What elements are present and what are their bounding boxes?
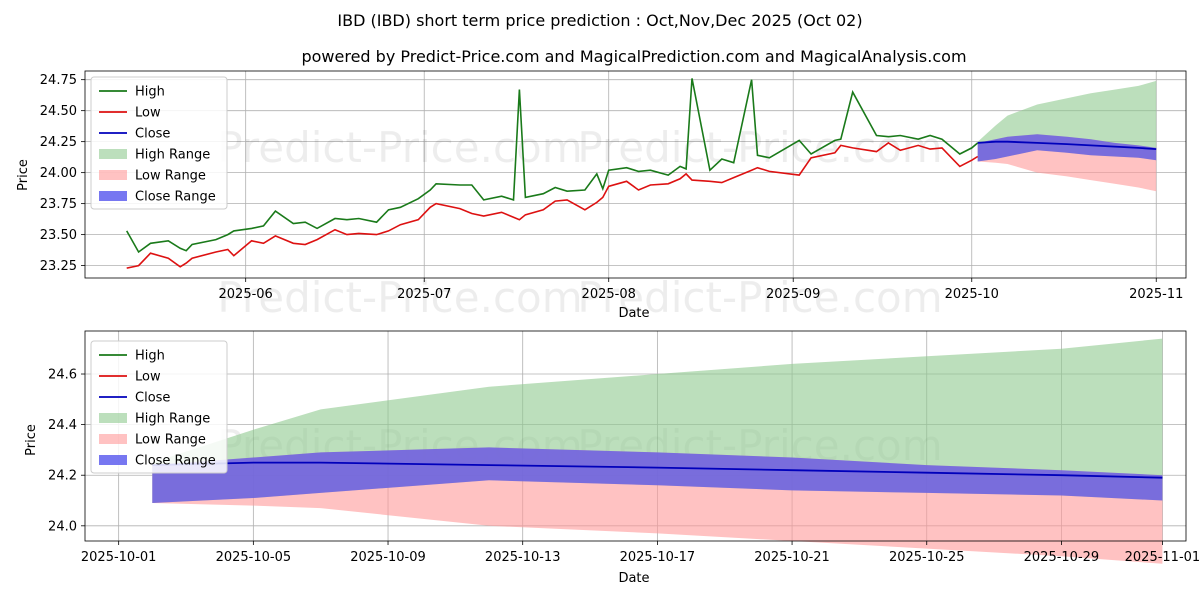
y-tick-label: 24.25 [40, 135, 77, 150]
history-y-ticks: 23.25 23.50 23.75 24.00 24.25 24.50 24.75 [40, 73, 85, 274]
y-tick-label: 23.50 [40, 228, 77, 243]
x-tick-label: 2025-06 [219, 287, 273, 302]
x-tick-label: 2025-11-01 [1125, 550, 1200, 565]
y-tick-label: 23.25 [40, 259, 77, 274]
close-range-band [977, 134, 1157, 162]
close-range-band [152, 447, 1163, 503]
legend-high-label: High [135, 349, 165, 364]
chart-subtitle: powered by Predict-Price.com and Magical… [301, 47, 966, 66]
forecast-y-ticks: 24.0 24.2 24.4 24.6 [48, 368, 85, 534]
legend-low-range-label: Low Range [135, 433, 206, 448]
forecast-x-ticks: 2025-10-01 2025-10-05 2025-10-09 2025-10-13… [81, 541, 1200, 565]
y-tick-label: 24.75 [40, 73, 77, 88]
watermark-1d: Predict-Price.com [577, 273, 942, 322]
x-tick-label: 2025-10-05 [216, 550, 292, 565]
x-tick-label: 2025-09 [766, 287, 820, 302]
history-x-ticks: 2025-06 2025-07 2025-08 2025-09 2025-10 2025-… [219, 278, 1183, 302]
history-legend: High Low Close High Range Low Range Close Ran… [90, 76, 228, 210]
legend-close-label: Close [135, 391, 170, 406]
legend-low-range-swatch [99, 170, 127, 180]
forecast-lines [152, 461, 1163, 479]
history-lines [126, 78, 1157, 269]
legend-high-range-label: High Range [135, 148, 210, 163]
x-tick-label: 2025-10-29 [1024, 550, 1100, 565]
legend-high-label: High [135, 85, 165, 100]
legend-high-range-swatch [99, 149, 127, 159]
y-tick-label: 24.50 [40, 104, 77, 119]
legend-close-range-label: Close Range [135, 190, 216, 205]
history-frame [84, 70, 1187, 279]
x-tick-label: 2025-07 [397, 287, 451, 302]
close-forecast-line [152, 461, 1163, 479]
x-tick-label: 2025-08 [582, 287, 636, 302]
y-tick-label: 23.75 [40, 197, 77, 212]
y-tick-label: 24.4 [48, 418, 77, 433]
x-tick-label: 2025-10-01 [81, 550, 157, 565]
forecast-legend: High Low Close High Range Low Range Close Ran… [90, 340, 228, 474]
x-tick-label: 2025-10-09 [350, 550, 426, 565]
history-panel: Predict-Price.com Predict-Price.com Pred… [16, 70, 1187, 322]
history-forecast-bands [977, 80, 1157, 192]
history-x-label: Date [618, 306, 649, 321]
high-line [126, 78, 979, 254]
legend-close-range-swatch [99, 191, 127, 201]
legend-high-range-label: High Range [135, 412, 210, 427]
close-forecast-line [977, 140, 1157, 150]
legend-close-range-label: Close Range [135, 454, 216, 469]
history-y-label: Price [16, 159, 31, 191]
legend-low-range-swatch [99, 434, 127, 444]
forecast-bands [152, 338, 1163, 564]
watermark-1a: Predict-Price.com [217, 123, 582, 172]
legend-low-label: Low [135, 370, 161, 385]
watermark-1c: Predict-Price.com [217, 273, 582, 322]
x-tick-label: 2025-10-13 [485, 550, 561, 565]
x-tick-label: 2025-11 [1129, 287, 1183, 302]
forecast-y-label: Price [24, 424, 39, 456]
low-line [126, 141, 979, 269]
legend-high-range-swatch [99, 413, 127, 423]
legend-low-range-label: Low Range [135, 169, 206, 184]
x-tick-label: 2025-10-21 [754, 550, 830, 565]
y-tick-label: 24.2 [48, 469, 77, 484]
legend-close-range-swatch [99, 455, 127, 465]
legend-low-label: Low [135, 106, 161, 121]
watermark-1b: Predict-Price.com [577, 123, 942, 172]
history-plot-area [85, 71, 1186, 278]
legend-close-label: Close [135, 127, 170, 142]
y-tick-label: 24.00 [40, 166, 77, 181]
x-tick-label: 2025-10 [945, 287, 999, 302]
forecast-frame [84, 330, 1187, 542]
history-grid [85, 71, 1186, 278]
forecast-x-label: Date [618, 571, 649, 586]
chart-title: IBD (IBD) short term price prediction : … [337, 11, 862, 30]
x-tick-label: 2025-10-17 [620, 550, 696, 565]
y-tick-label: 24.0 [48, 519, 77, 534]
y-tick-label: 24.6 [48, 368, 77, 383]
forecast-panel: Predict-Price.com Predict-Price.com 2025… [24, 330, 1200, 586]
x-tick-label: 2025-10-25 [889, 550, 965, 565]
